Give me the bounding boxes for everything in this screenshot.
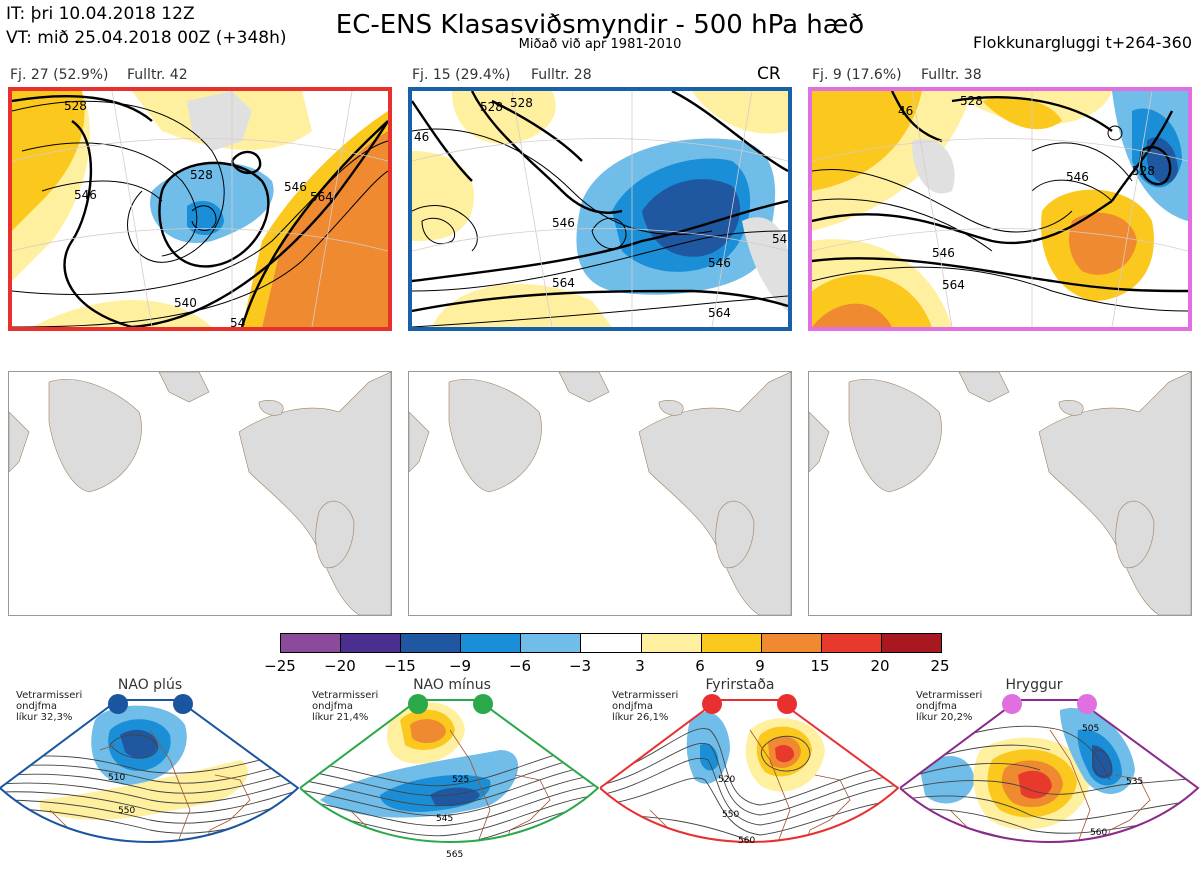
cluster-3-label: Fj. 9 (17.6%) (812, 67, 902, 83)
colorbar-tick-label: −25 (264, 657, 296, 675)
colorbar-swatch (701, 634, 762, 652)
cluster-1-contour-label: 528 (190, 168, 213, 182)
regime-1-contour-label: 510 (108, 773, 125, 783)
regime-3-marker (777, 694, 797, 714)
colorbar-tick-label: −9 (448, 657, 472, 675)
cluster-3-contour-label: 546 (932, 246, 955, 260)
cluster-1-contour-label: 564 (310, 190, 333, 204)
regime-1-map: 510 550 (0, 694, 300, 843)
regime-3-map: 520 550 560 (600, 694, 900, 846)
regime-2-marker (408, 694, 428, 714)
regime-2-frame (300, 699, 600, 843)
colorbar-swatch (821, 634, 882, 652)
regime-4-contour-label: 535 (1126, 777, 1143, 787)
cluster-2-contour-label: 546 (708, 256, 731, 270)
initial-time: IT: þri 10.04.2018 12Z (6, 4, 195, 24)
regime-2-contour-label: 525 (452, 775, 469, 785)
cluster-2-contour-label: 528 (510, 96, 533, 110)
regime-2-description: Vetrarmisseri ondjfma líkur 21,4% (312, 690, 379, 723)
colorbar-tick-label: −3 (568, 657, 592, 675)
cluster-1-contour-label: 540 (174, 296, 197, 310)
cluster-2-contour-label: 546 (552, 216, 575, 230)
cluster-2-contour-label: 528 (480, 100, 503, 114)
colorbar-tick-label: −20 (324, 657, 356, 675)
regime-4-frame (900, 699, 1200, 843)
valid-time: VT: mið 25.04.2018 00Z (+348h) (6, 28, 287, 48)
cluster-3-representative: Fulltr. 38 (921, 67, 982, 83)
regime-1-contour-label: 550 (118, 806, 135, 816)
regime-1-marker (173, 694, 193, 714)
cluster-1-map: 528 528 546 546 564 540 54 (8, 87, 392, 331)
regime-2-title: NAO mínus (413, 677, 491, 693)
control-run-badge: CR (757, 64, 781, 84)
cluster-3-map: 528 46 546 546 564 528 (808, 87, 1192, 331)
cluster-2-label: Fj. 15 (29.4%) (412, 67, 511, 83)
regime-4-contour-label: 505 (1082, 724, 1099, 734)
cluster-1-contour-label: 546 (74, 188, 97, 202)
colorbar-tick-label: 15 (810, 657, 830, 675)
colorbar (280, 633, 942, 653)
regime-1-title: NAO plús (117, 677, 183, 693)
regime-4-marker (1077, 694, 1097, 714)
regime-4-description: Vetrarmisseri ondjfma líkur 20,2% (916, 690, 983, 723)
regime-1-frame (0, 699, 300, 843)
cluster-1-representative: Fulltr. 42 (127, 67, 188, 83)
colorbar-swatch (401, 634, 462, 652)
base-map-3 (808, 371, 1192, 616)
regime-2-marker (473, 694, 493, 714)
cluster-3-contour-label: 564 (942, 278, 965, 292)
colorbar-tick-label: −6 (508, 657, 532, 675)
regime-4-contour-label: 560 (1090, 828, 1107, 838)
colorbar-tick-label: −15 (384, 657, 416, 675)
colorbar-swatch (341, 634, 402, 652)
cluster-1-contour-label: 528 (64, 99, 87, 113)
cluster-2-contour-label: 54 (772, 232, 787, 246)
colorbar-tick-label: 20 (870, 657, 890, 675)
regime-3-contour-label: 550 (722, 810, 739, 820)
regime-4-title: Hryggur (1005, 677, 1063, 693)
classification-window: Flokkunargluggi t+264-360 (973, 33, 1192, 52)
cluster-3-contour-label: 46 (898, 104, 913, 118)
colorbar-swatch (281, 634, 342, 652)
cluster-2-contour-label: 564 (552, 276, 575, 290)
base-map-1 (8, 371, 392, 616)
colorbar-tick-label: 3 (635, 657, 645, 675)
colorbar-swatch (761, 634, 822, 652)
cluster-2-contour-label: 564 (708, 306, 731, 320)
colorbar-swatch (881, 634, 942, 652)
colorbar-tick-label: 6 (695, 657, 705, 675)
page-title: EC-ENS Klasasviðsmyndir - 500 hPa hæð (335, 10, 865, 40)
cluster-2-representative: Fulltr. 28 (531, 67, 592, 83)
regime-2-contour-label: 565 (446, 850, 463, 860)
colorbar-swatch (461, 634, 522, 652)
regime-3-contour-label: 520 (718, 775, 735, 785)
colorbar-swatch (581, 634, 642, 652)
cluster-1-label: Fj. 27 (52.9%) (10, 67, 109, 83)
regime-4-map: 505 535 560 (900, 694, 1200, 843)
cluster-1-contour-label: 546 (284, 180, 307, 194)
cluster-3-contour-label: 528 (960, 94, 983, 108)
regime-3-contour-label: 560 (738, 836, 755, 846)
base-map-2 (408, 371, 792, 616)
colorbar-swatch (521, 634, 582, 652)
regime-2-map: 525 545 565 (300, 694, 600, 860)
cluster-2-contour-label: 46 (414, 130, 429, 144)
regime-1-marker (108, 694, 128, 714)
colorbar-swatch (641, 634, 702, 652)
regime-3-frame (600, 699, 900, 843)
page-subtitle: Miðað við apr 1981-2010 (518, 37, 682, 52)
regime-3-marker (702, 694, 722, 714)
cluster-3-contour-label: 546 (1066, 170, 1089, 184)
regime-2-contour-label: 545 (436, 814, 453, 824)
cluster-2-map: 528 528 46 546 546 564 564 54 (408, 87, 792, 331)
regime-4-marker (1002, 694, 1022, 714)
regime-3-description: Vetrarmisseri ondjfma líkur 26,1% (612, 690, 679, 723)
regime-1-description: Vetrarmisseri ondjfma líkur 32,3% (16, 690, 83, 723)
cluster-1-contour-label: 54 (230, 316, 245, 327)
colorbar-tick-label: 25 (930, 657, 950, 675)
cluster-3-contour-label: 528 (1132, 164, 1155, 178)
colorbar-tick-label: 9 (755, 657, 765, 675)
regime-3-title: Fyrirstaða (705, 677, 775, 693)
